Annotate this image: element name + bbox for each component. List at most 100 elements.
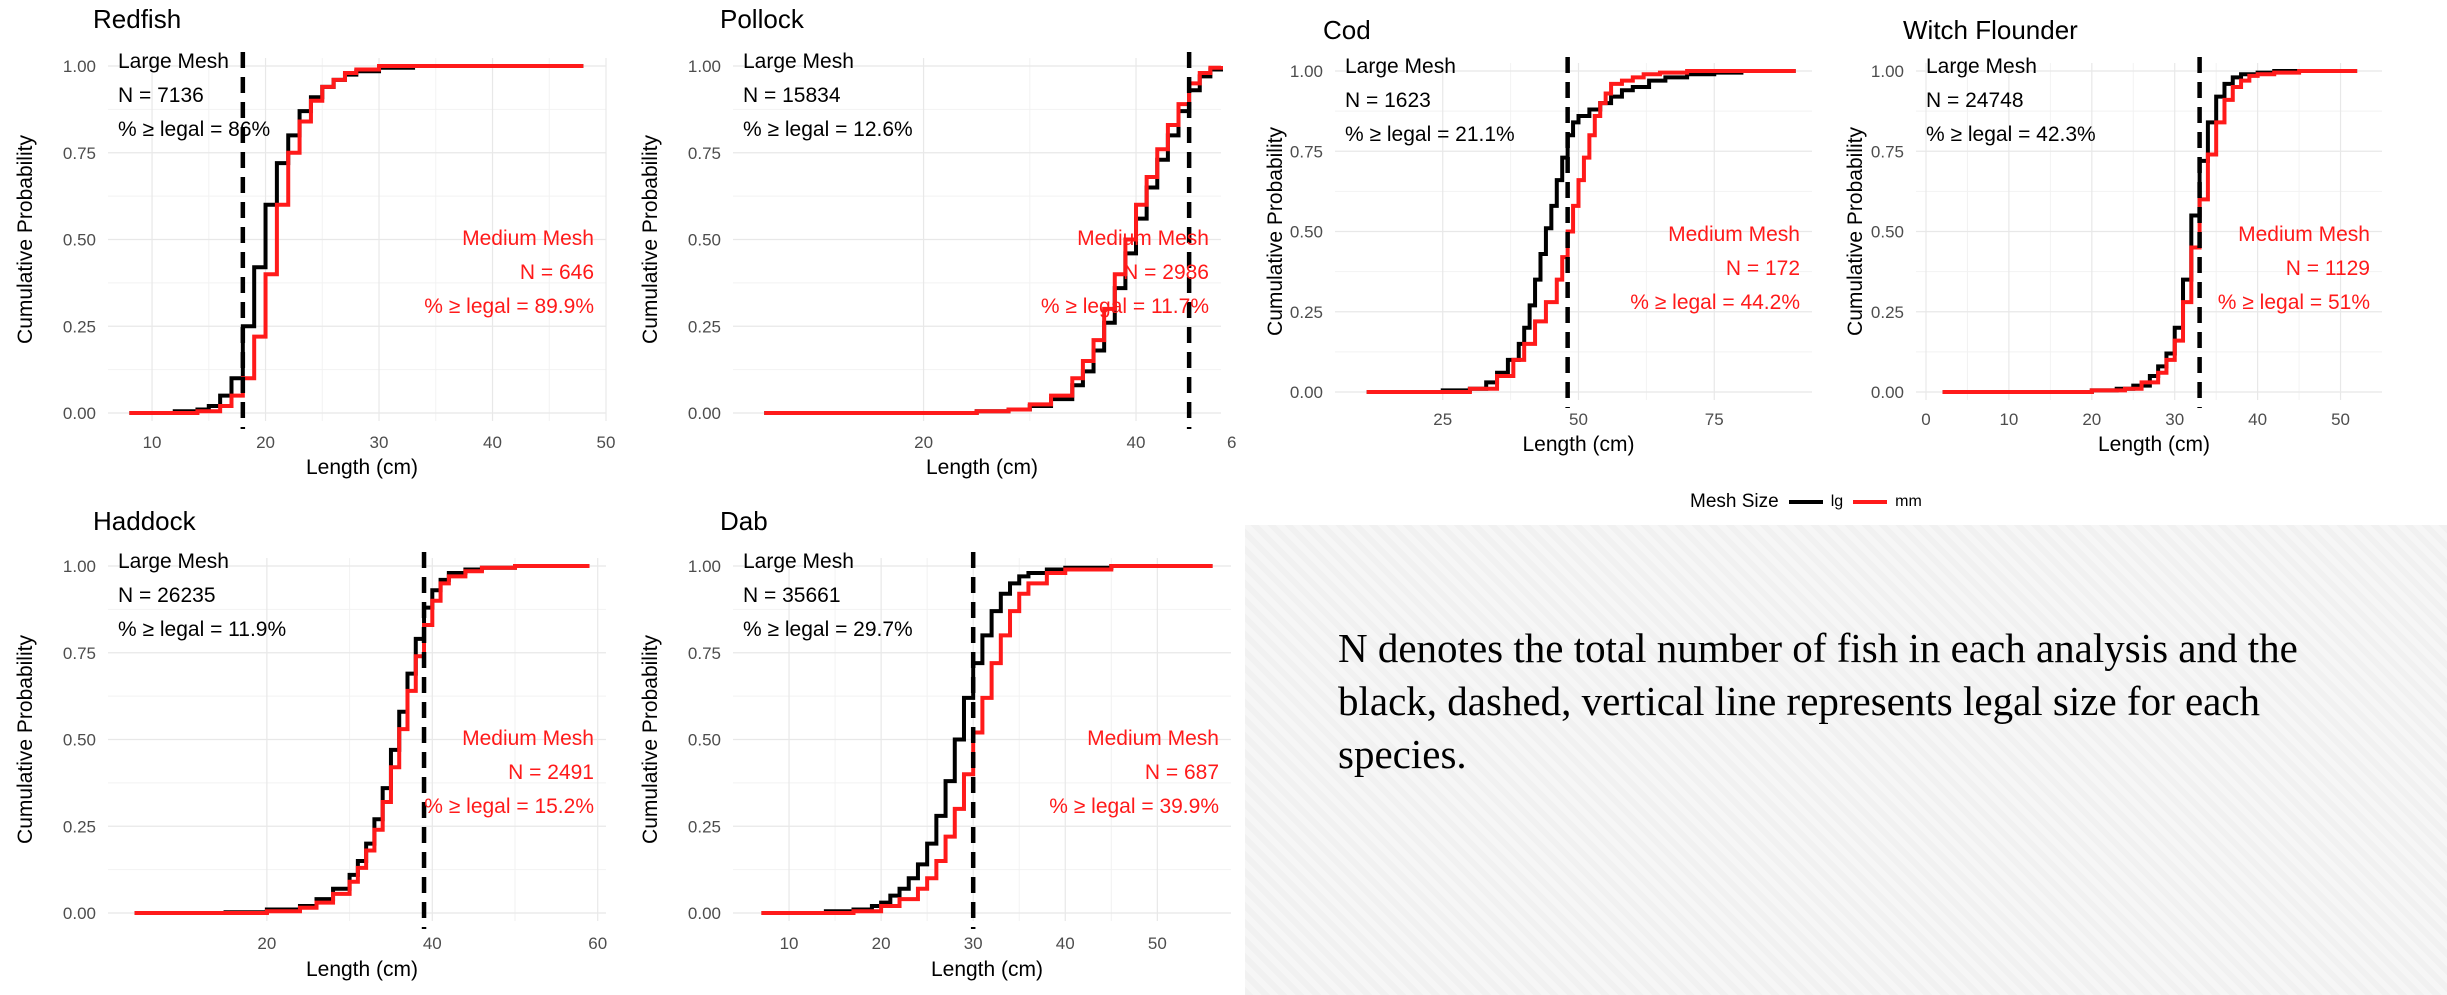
legend: Mesh Size lg mm — [1690, 489, 1922, 515]
x-tick-label: 40 — [483, 433, 502, 452]
medium-mesh-annotation: Medium Mesh — [1087, 727, 1219, 750]
large-mesh-annotation: % ≥ legal = 11.9% — [118, 618, 286, 641]
x-tick-label: 10 — [143, 433, 162, 452]
y-axis-label: Cumulative Probability — [1264, 127, 1287, 336]
caption-text: N denotes the total number of fish in ea… — [1338, 625, 2298, 777]
medium-mesh-annotation: % ≥ legal = 15.2% — [424, 795, 594, 818]
y-tick-label: 0.25 — [63, 317, 96, 336]
large-mesh-annotation: N = 1623 — [1345, 89, 1431, 112]
medium-mesh-annotation: % ≥ legal = 44.2% — [1630, 291, 1800, 314]
y-tick-label: 0.25 — [1290, 303, 1323, 322]
caption-background — [1245, 525, 2447, 995]
x-tick-label: 20 — [257, 934, 276, 953]
y-tick-label: 0.50 — [63, 231, 96, 250]
x-tick-label: 50 — [597, 433, 616, 452]
y-tick-label: 1.00 — [63, 57, 96, 76]
y-tick-label: 1.00 — [688, 57, 721, 76]
y-axis-label: Cumulative Probability — [639, 135, 662, 344]
panel-haddock: 20 40 60 0.00 0.25 0.50 0.75 1.00 Haddock Length … — [14, 506, 607, 981]
series-line-mm — [134, 564, 590, 915]
y-tick-label: 0.50 — [1871, 223, 1904, 242]
panel-redfish: 10 20 30 40 50 0.00 0.25 0.50 0.75 1.00 Redfish Len… — [14, 4, 616, 479]
large-mesh-annotation: Large Mesh — [118, 50, 229, 73]
large-mesh-annotation: % ≥ legal = 12.6% — [743, 118, 913, 141]
x-tick-label: 20 — [256, 433, 275, 452]
x-tick-label: 20 — [2082, 410, 2101, 429]
x-tick-label: 20 — [872, 934, 891, 953]
series-line-lg — [1366, 69, 1796, 394]
y-tick-label: 0.25 — [688, 317, 721, 336]
medium-mesh-annotation: % ≥ legal = 89.9% — [424, 295, 594, 318]
large-mesh-annotation: N = 26235 — [118, 584, 216, 607]
y-tick-label: 0.50 — [1290, 223, 1323, 242]
y-axis-label: Cumulative Probability — [639, 635, 662, 844]
y-tick-label: 0.00 — [688, 404, 721, 423]
large-mesh-annotation: % ≥ legal = 42.3% — [1926, 123, 2096, 146]
medium-mesh-annotation: % ≥ legal = 39.9% — [1049, 795, 1219, 818]
x-tick-label: 25 — [1433, 410, 1452, 429]
x-tick-label: 30 — [2165, 410, 2184, 429]
panel-title: Cod — [1323, 15, 1371, 45]
y-tick-label: 0.50 — [63, 731, 96, 750]
legend-label-mm: mm — [1895, 493, 1922, 510]
medium-mesh-annotation: N = 687 — [1145, 761, 1219, 784]
large-mesh-annotation: N = 35661 — [743, 584, 841, 607]
large-mesh-annotation: N = 7136 — [118, 84, 204, 107]
panel-pollock: 20 40 6 0.00 0.25 0.50 0.75 1.00 Pollock Length (… — [639, 4, 1236, 479]
panel-witch-flounder: 0 10 20 30 40 50 0.00 0.25 0.50 0.75 1.00 Witch Flo… — [1844, 15, 2382, 456]
y-tick-label: 1.00 — [63, 557, 96, 576]
y-axis-label: Cumulative Probability — [14, 135, 37, 344]
panel-title: Dab — [720, 506, 768, 536]
large-mesh-annotation: N = 24748 — [1926, 89, 2024, 112]
large-mesh-annotation: N = 15834 — [743, 84, 841, 107]
medium-mesh-annotation: N = 2491 — [508, 761, 594, 784]
legend-label-lg: lg — [1830, 493, 1844, 510]
medium-mesh-annotation: N = 2986 — [1123, 261, 1209, 284]
x-tick-label: 0 — [1921, 410, 1930, 429]
panel-title: Haddock — [93, 506, 197, 536]
legend-title: Mesh Size — [1690, 491, 1779, 512]
y-tick-label: 0.00 — [63, 404, 96, 423]
panel-dab: 10 20 30 40 50 0.00 0.25 0.50 0.75 1.00 Dab Length … — [639, 506, 1231, 981]
y-tick-label: 0.75 — [63, 644, 96, 663]
y-tick-label: 0.00 — [63, 904, 96, 923]
series-line-lg — [761, 564, 1213, 915]
y-tick-label: 0.75 — [688, 644, 721, 663]
medium-mesh-annotation: N = 172 — [1726, 257, 1800, 280]
large-mesh-annotation: Large Mesh — [1345, 55, 1456, 78]
series-line-mm — [129, 64, 584, 415]
large-mesh-annotation: % ≥ legal = 86% — [118, 118, 270, 141]
y-tick-label: 0.00 — [1290, 383, 1323, 402]
x-tick-label: 50 — [2331, 410, 2350, 429]
x-tick-label: 20 — [914, 433, 933, 452]
x-tick-label: 75 — [1705, 410, 1724, 429]
x-tick-label: 40 — [1127, 433, 1146, 452]
panel-title: Witch Flounder — [1903, 15, 2078, 45]
legend-swatch-lg — [1788, 500, 1823, 504]
legend-item-mm: mm — [1853, 493, 1922, 511]
y-tick-label: 0.75 — [1871, 142, 1904, 161]
x-tick-label: 40 — [1056, 934, 1075, 953]
legend-item-lg: lg — [1788, 493, 1844, 511]
y-tick-label: 0.00 — [1871, 383, 1904, 402]
x-axis-label: Length (cm) — [306, 958, 418, 981]
x-tick-label: 50 — [1569, 410, 1588, 429]
panel-title: Pollock — [720, 4, 805, 34]
x-tick-label: 30 — [370, 433, 389, 452]
x-tick-label: 30 — [964, 934, 983, 953]
y-tick-label: 0.75 — [1290, 142, 1323, 161]
x-tick-label: 50 — [1148, 934, 1167, 953]
large-mesh-annotation: Large Mesh — [743, 50, 854, 73]
y-tick-label: 0.25 — [1871, 303, 1904, 322]
y-tick-label: 1.00 — [1290, 62, 1323, 81]
panel-title: Redfish — [93, 4, 181, 34]
large-mesh-annotation: Large Mesh — [1926, 55, 2037, 78]
series-line-mm — [1942, 69, 2358, 394]
large-mesh-annotation: % ≥ legal = 21.1% — [1345, 123, 1515, 146]
medium-mesh-annotation: Medium Mesh — [1077, 227, 1209, 250]
y-tick-label: 1.00 — [1871, 62, 1904, 81]
x-axis-label: Length (cm) — [1522, 433, 1634, 456]
x-axis-label: Length (cm) — [926, 456, 1038, 479]
x-axis-label: Length (cm) — [306, 456, 418, 479]
